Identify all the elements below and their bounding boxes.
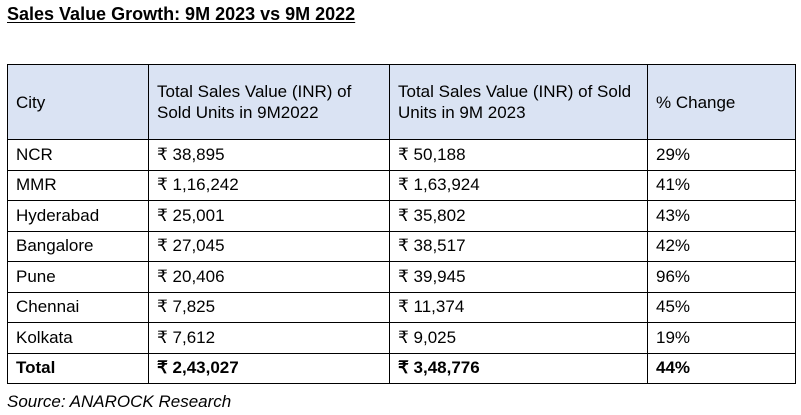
cell-change: 19% <box>647 322 796 354</box>
cell-city: MMR <box>7 169 149 201</box>
cell-change: 45% <box>647 291 796 323</box>
table-total-row: Total ₹ 2,43,027 ₹ 3,48,776 44% <box>7 352 796 384</box>
table-row: Chennai ₹ 7,825 ₹ 11,374 45% <box>7 291 796 323</box>
cell-sales-2022: ₹ 20,406 <box>148 261 390 293</box>
page-title: Sales Value Growth: 9M 2023 vs 9M 2022 <box>7 4 356 24</box>
header-percent-change: % Change <box>647 64 796 140</box>
header-city: City <box>7 64 149 140</box>
cell-sales-2023: ₹ 38,517 <box>389 230 648 262</box>
cell-change: 96% <box>647 261 796 293</box>
cell-sales-2022: ₹ 27,045 <box>148 230 390 262</box>
table-header-row: City Total Sales Value (INR) of Sold Uni… <box>7 64 796 140</box>
cell-city: Hyderabad <box>7 200 149 232</box>
cell-sales-2023: ₹ 39,945 <box>389 261 648 293</box>
cell-city: Bangalore <box>7 230 149 262</box>
source-note: Source: ANAROCK Research <box>7 392 232 411</box>
cell-sales-2023: ₹ 1,63,924 <box>389 169 648 201</box>
table-row: MMR ₹ 1,16,242 ₹ 1,63,924 41% <box>7 169 796 201</box>
cell-sales-2022: ₹ 7,612 <box>148 322 390 354</box>
cell-city: Chennai <box>7 291 149 323</box>
header-sales-9m2022: Total Sales Value (INR) of Sold Units in… <box>148 64 390 140</box>
cell-change: 41% <box>647 169 796 201</box>
cell-change: 42% <box>647 230 796 262</box>
total-label: Total <box>7 352 149 384</box>
table-row: Bangalore ₹ 27,045 ₹ 38,517 42% <box>7 230 796 262</box>
cell-sales-2022: ₹ 25,001 <box>148 200 390 232</box>
cell-sales-2023: ₹ 9,025 <box>389 322 648 354</box>
cell-sales-2022: ₹ 7,825 <box>148 291 390 323</box>
total-sales-2022: ₹ 2,43,027 <box>148 352 390 384</box>
table-row: Kolkata ₹ 7,612 ₹ 9,025 19% <box>7 322 796 354</box>
sales-value-table: City Total Sales Value (INR) of Sold Uni… <box>7 64 796 384</box>
cell-sales-2023: ₹ 35,802 <box>389 200 648 232</box>
header-sales-9m2023: Total Sales Value (INR) of Sold Units in… <box>389 64 648 140</box>
table-row: NCR ₹ 38,895 ₹ 50,188 29% <box>7 139 796 171</box>
total-sales-2023: ₹ 3,48,776 <box>389 352 648 384</box>
cell-city: Pune <box>7 261 149 293</box>
cell-change: 43% <box>647 200 796 232</box>
cell-city: NCR <box>7 139 149 171</box>
cell-sales-2023: ₹ 50,188 <box>389 139 648 171</box>
cell-change: 29% <box>647 139 796 171</box>
cell-sales-2022: ₹ 1,16,242 <box>148 169 390 201</box>
table-row: Hyderabad ₹ 25,001 ₹ 35,802 43% <box>7 200 796 232</box>
cell-sales-2023: ₹ 11,374 <box>389 291 648 323</box>
cell-city: Kolkata <box>7 322 149 354</box>
total-change: 44% <box>647 352 796 384</box>
table-row: Pune ₹ 20,406 ₹ 39,945 96% <box>7 261 796 293</box>
cell-sales-2022: ₹ 38,895 <box>148 139 390 171</box>
